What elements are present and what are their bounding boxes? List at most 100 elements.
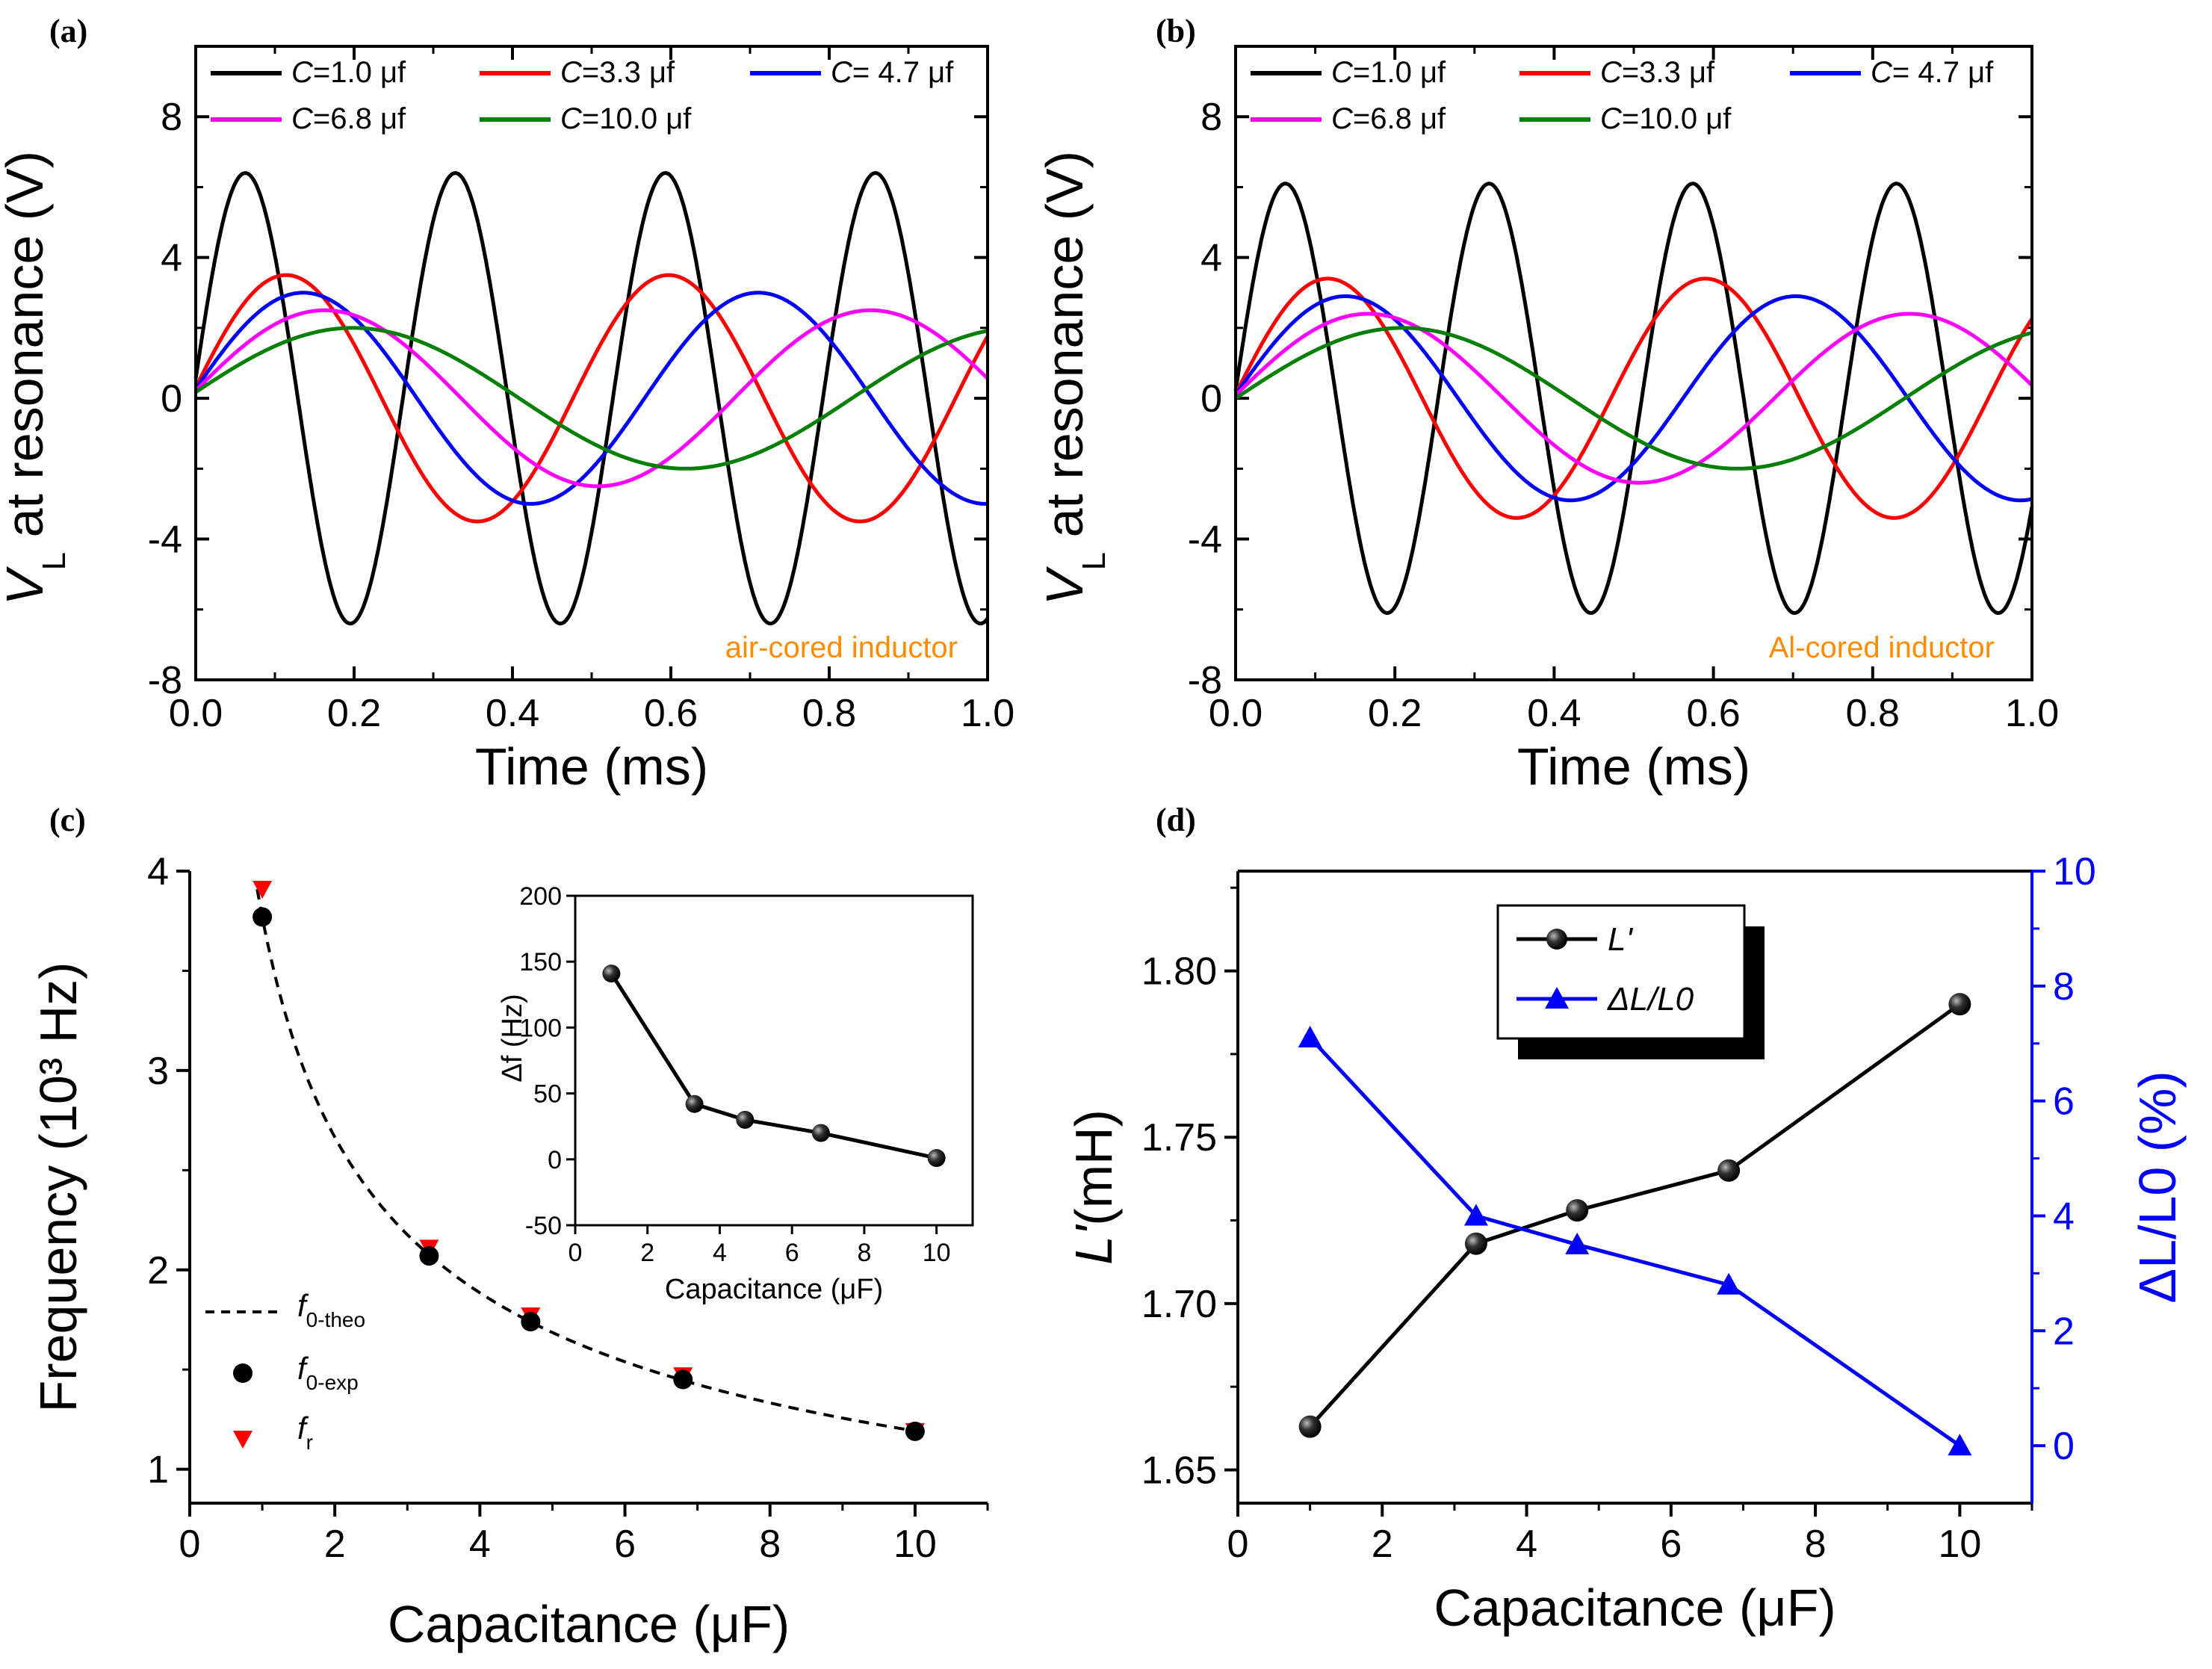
x-axis-title: Capacitance (μF) [1434, 1579, 1835, 1637]
y-left-tick-label: 1.80 [1141, 950, 1217, 994]
panel-label: (b) [1156, 13, 1196, 49]
legend-fr-label: fr [297, 1411, 313, 1454]
l-prime-marker [1298, 1415, 1322, 1438]
legend-value: =10.0 μf [582, 102, 692, 135]
annotation-text: Al-cored inductor [1769, 631, 1995, 664]
series-line-3 [1234, 312, 2033, 485]
y-left-title-main: L' [1065, 1224, 1123, 1265]
y-left-axis-title: L'(mH) [1065, 1109, 1123, 1265]
inset-x-tick-label: 0 [569, 1239, 583, 1267]
delta-l-marker [1463, 1204, 1488, 1226]
inset-line [610, 972, 938, 1160]
legend-fr-marker [233, 1431, 253, 1449]
y-left-title-rest: (mH) [1065, 1109, 1123, 1225]
inset-x-tick-label: 4 [713, 1239, 727, 1267]
legend-label-0: C=1.0 μf [1331, 56, 1446, 89]
inset-x-tick-label: 6 [785, 1239, 799, 1267]
legend-value: =6.8 μf [313, 102, 406, 135]
y-axis-title: Frequency (10³ Hz) [29, 962, 87, 1413]
x-tick-label: 0.0 [1209, 692, 1263, 735]
y-right-tick-label: 4 [2053, 1195, 2075, 1238]
legend-label-2: C= 4.7 μf [831, 56, 954, 89]
theory-curve [255, 888, 926, 1434]
inset-marker [736, 1110, 755, 1129]
y-tick-label: 0 [161, 377, 182, 421]
legend-value: =10.0 μf [1622, 102, 1732, 135]
y-tick-label: -8 [148, 659, 182, 702]
f0-exp-marker [419, 1246, 439, 1266]
x-tick-label: 10 [1938, 1523, 1981, 1566]
legend-dl-label: ΔL/L0 [1607, 981, 1694, 1018]
y-left-tick-label: 1.70 [1141, 1283, 1217, 1326]
f0-exp-marker [521, 1312, 541, 1332]
y-tick-label: 1 [147, 1449, 169, 1492]
y-right-tick-label: 6 [2053, 1080, 2075, 1124]
y-title-v: V [0, 566, 54, 605]
inset-y-tick-label: 150 [519, 948, 562, 976]
inset-y-tick-label: 50 [533, 1080, 562, 1109]
delta-l-marker [1298, 1026, 1322, 1048]
inset-frame [574, 894, 974, 1227]
legend-label-4: C=10.0 μf [1600, 102, 1732, 135]
f0-exp-marker [673, 1369, 693, 1390]
panel-label: (a) [49, 13, 87, 49]
legend-theo-label: f0-theo [297, 1288, 365, 1331]
legend-c-symbol: C [1600, 56, 1623, 89]
y-right-axis-title: ΔL/L0 (%) [2128, 1071, 2187, 1303]
legend-c-symbol: C [1331, 102, 1354, 135]
y-tick-label: -4 [148, 518, 182, 562]
panel-label: (d) [1156, 802, 1196, 838]
y-right-tick-label: 2 [2053, 1310, 2075, 1353]
series-line-2 [193, 291, 988, 506]
inset-y-tick-label: 200 [519, 882, 562, 911]
series-line-0 [193, 171, 989, 626]
inset-y-title: Δf (Hz) [497, 994, 528, 1082]
x-tick-label: 8 [759, 1523, 781, 1566]
y-title-v: V [1035, 566, 1094, 605]
l-prime-marker [1566, 1199, 1589, 1222]
legend-value: = 4.7 μf [852, 56, 954, 89]
y-tick-label: 4 [1201, 237, 1222, 280]
series-line-4 [194, 326, 988, 471]
x-tick-label: 1.0 [2005, 692, 2059, 735]
x-axis-title: Capacitance (μF) [388, 1595, 790, 1653]
delta-l-marker [1948, 1434, 1972, 1456]
x-tick-label: 2 [1372, 1523, 1393, 1566]
legend-c-symbol: C [560, 56, 583, 89]
legend-c-symbol: C [1871, 56, 1893, 89]
panel-d: (d) 0 2 4 6 8 10 1.65 1.70 1.75 1.80 0 2 4 6 8 10 L' ΔL/L0… [1065, 802, 2187, 1637]
inset-x-tick-label: 8 [857, 1239, 871, 1267]
y-tick-label: 8 [1201, 96, 1222, 139]
y-title-sub: L [36, 552, 72, 570]
legend-l-label: L' [1608, 921, 1633, 958]
inset-marker [602, 964, 621, 983]
y-right-tick-label: 8 [2053, 965, 2075, 1009]
inset-marker [927, 1149, 946, 1168]
y-right-tick-label: 0 [2053, 1425, 2075, 1468]
legend-c-symbol: C [831, 56, 853, 89]
x-tick-label: 6 [614, 1523, 636, 1566]
y-title-sub: L [1076, 552, 1112, 570]
y-tick-label: -8 [1188, 659, 1222, 702]
legend-c-symbol: C [291, 102, 314, 135]
y-tick-label: 2 [147, 1249, 169, 1292]
x-tick-label: 0 [179, 1523, 201, 1566]
inset-y-tick-label: 100 [519, 1014, 562, 1042]
y-tick-label: 3 [147, 1050, 169, 1093]
f0-exp-marker [905, 1421, 925, 1441]
x-axis-title: Time (ms) [475, 737, 708, 796]
inset-marker [811, 1124, 830, 1142]
series-line-1 [1233, 276, 2034, 520]
x-tick-label: 0.6 [1686, 692, 1740, 735]
x-tick-label: 0 [1227, 1523, 1249, 1566]
legend-value: =6.8 μf [1353, 102, 1446, 135]
legend-value: =3.3 μf [1622, 56, 1715, 89]
series-line-0 [1233, 182, 2034, 616]
x-tick-label: 0.8 [1846, 692, 1900, 735]
inset-marker [685, 1094, 704, 1113]
x-axis-title: Time (ms) [1517, 737, 1750, 796]
x-tick-label: 0.4 [486, 692, 539, 735]
